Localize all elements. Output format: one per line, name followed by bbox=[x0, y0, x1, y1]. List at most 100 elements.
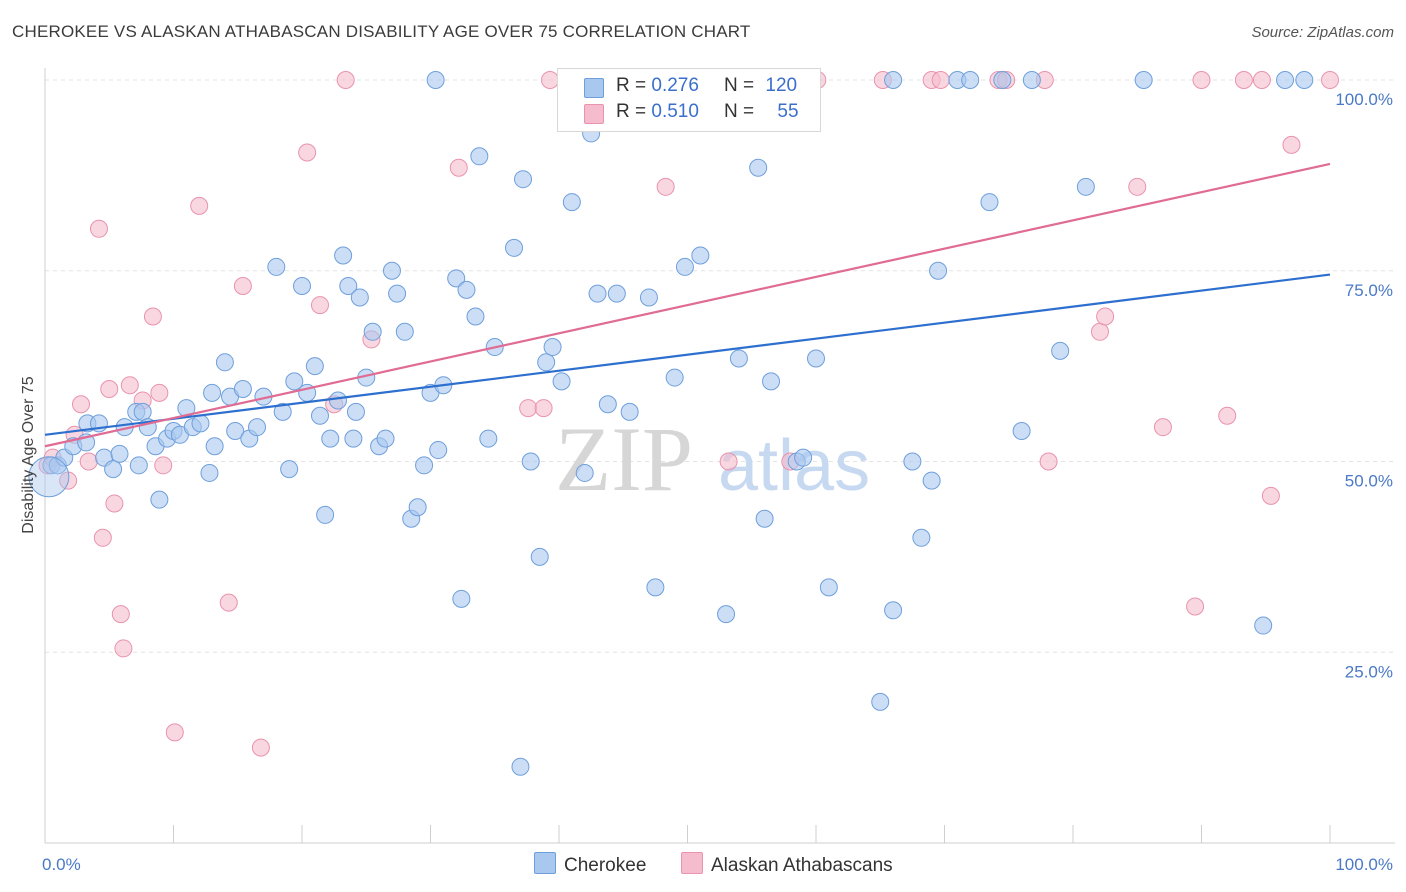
data-point bbox=[884, 601, 903, 620]
data-point bbox=[607, 284, 626, 303]
data-point bbox=[1186, 597, 1205, 616]
legend-r-value: 0.276 bbox=[651, 75, 699, 96]
data-point bbox=[205, 437, 224, 456]
data-point bbox=[1012, 421, 1031, 440]
x-tick-label: 0.0% bbox=[42, 855, 81, 874]
data-point bbox=[426, 71, 445, 89]
legend-swatch-blue bbox=[584, 78, 604, 98]
series-cherokee-points bbox=[28, 71, 1314, 776]
data-point bbox=[749, 158, 768, 177]
data-point bbox=[190, 196, 209, 215]
data-point bbox=[598, 395, 617, 414]
data-point bbox=[884, 71, 903, 89]
data-point bbox=[514, 170, 533, 189]
data-point bbox=[346, 402, 365, 421]
data-point bbox=[310, 296, 329, 315]
data-point bbox=[656, 177, 675, 196]
data-point bbox=[819, 578, 838, 597]
correlation-legend: R = 0.276 N = 120 R = 0.510 N = 55 bbox=[557, 68, 821, 132]
data-point bbox=[328, 391, 347, 410]
data-point bbox=[339, 277, 358, 296]
data-point bbox=[79, 452, 98, 471]
data-point bbox=[110, 444, 129, 463]
data-point bbox=[114, 639, 133, 658]
legend-n-label: N = bbox=[724, 75, 755, 96]
legend-n-label: N = bbox=[724, 101, 755, 122]
data-point bbox=[588, 284, 607, 303]
data-point bbox=[922, 471, 941, 490]
data-point bbox=[519, 399, 538, 418]
data-point bbox=[215, 353, 234, 372]
data-point bbox=[871, 692, 890, 711]
data-point bbox=[1090, 322, 1109, 341]
data-point bbox=[552, 372, 571, 391]
data-point bbox=[344, 429, 363, 448]
legend-n-value: 55 bbox=[777, 101, 799, 122]
data-point bbox=[305, 357, 324, 376]
legend-r-label: R = bbox=[616, 75, 647, 96]
data-point bbox=[133, 402, 152, 421]
data-point bbox=[575, 463, 594, 482]
data-point bbox=[334, 246, 353, 265]
data-point bbox=[620, 402, 639, 421]
y-tick-label: 50.0% bbox=[1345, 472, 1393, 491]
data-point bbox=[1039, 452, 1058, 471]
data-point bbox=[534, 399, 553, 418]
data-point bbox=[1134, 71, 1153, 89]
data-point bbox=[363, 322, 382, 341]
data-point bbox=[120, 376, 139, 395]
data-point bbox=[562, 193, 581, 212]
data-point bbox=[912, 528, 931, 547]
legend-r-label: R = bbox=[616, 101, 647, 122]
data-point bbox=[219, 593, 238, 612]
data-point bbox=[251, 738, 270, 757]
data-point bbox=[382, 261, 401, 280]
data-point bbox=[1022, 71, 1041, 89]
data-point bbox=[104, 460, 123, 479]
data-point bbox=[267, 257, 286, 276]
legend-n-value: 120 bbox=[765, 75, 798, 96]
legend-swatch-pink bbox=[584, 104, 604, 124]
data-point bbox=[521, 452, 540, 471]
gridlines bbox=[45, 79, 1395, 653]
watermark-zip: ZIP bbox=[555, 408, 693, 510]
data-point bbox=[316, 505, 335, 524]
data-point bbox=[248, 418, 267, 437]
data-point bbox=[543, 338, 562, 357]
data-point bbox=[150, 490, 169, 509]
data-point bbox=[646, 578, 665, 597]
data-point bbox=[285, 372, 304, 391]
data-point bbox=[929, 261, 948, 280]
data-point bbox=[233, 277, 252, 296]
x-tick-label: 100.0% bbox=[1335, 855, 1393, 874]
data-point bbox=[1321, 71, 1339, 89]
data-point bbox=[993, 71, 1012, 89]
data-point bbox=[1282, 135, 1301, 154]
legend-r-value: 0.510 bbox=[651, 101, 699, 122]
data-point bbox=[1153, 418, 1172, 437]
data-point bbox=[1276, 71, 1295, 89]
data-point bbox=[729, 349, 748, 368]
data-point bbox=[639, 288, 658, 307]
data-point bbox=[408, 498, 427, 517]
data-point bbox=[719, 452, 738, 471]
data-point bbox=[395, 322, 414, 341]
data-point bbox=[691, 246, 710, 265]
data-point bbox=[280, 460, 299, 479]
data-point bbox=[165, 723, 184, 742]
bottom-legend-swatch-blue bbox=[534, 852, 556, 874]
data-point bbox=[226, 421, 245, 440]
data-point bbox=[429, 441, 448, 460]
data-point bbox=[1295, 71, 1314, 89]
data-point bbox=[203, 383, 222, 402]
data-point bbox=[457, 280, 476, 299]
data-point bbox=[1252, 71, 1271, 89]
data-point bbox=[530, 547, 549, 566]
data-point bbox=[293, 277, 311, 296]
data-point bbox=[1254, 616, 1273, 635]
data-point bbox=[1192, 71, 1211, 89]
watermark: ZIP atlas bbox=[555, 408, 870, 510]
data-point bbox=[1096, 307, 1115, 326]
bottom-legend-label: Alaskan Athabascans bbox=[711, 855, 893, 876]
bottom-legend-alaskan: Alaskan Athabascans bbox=[681, 852, 893, 877]
